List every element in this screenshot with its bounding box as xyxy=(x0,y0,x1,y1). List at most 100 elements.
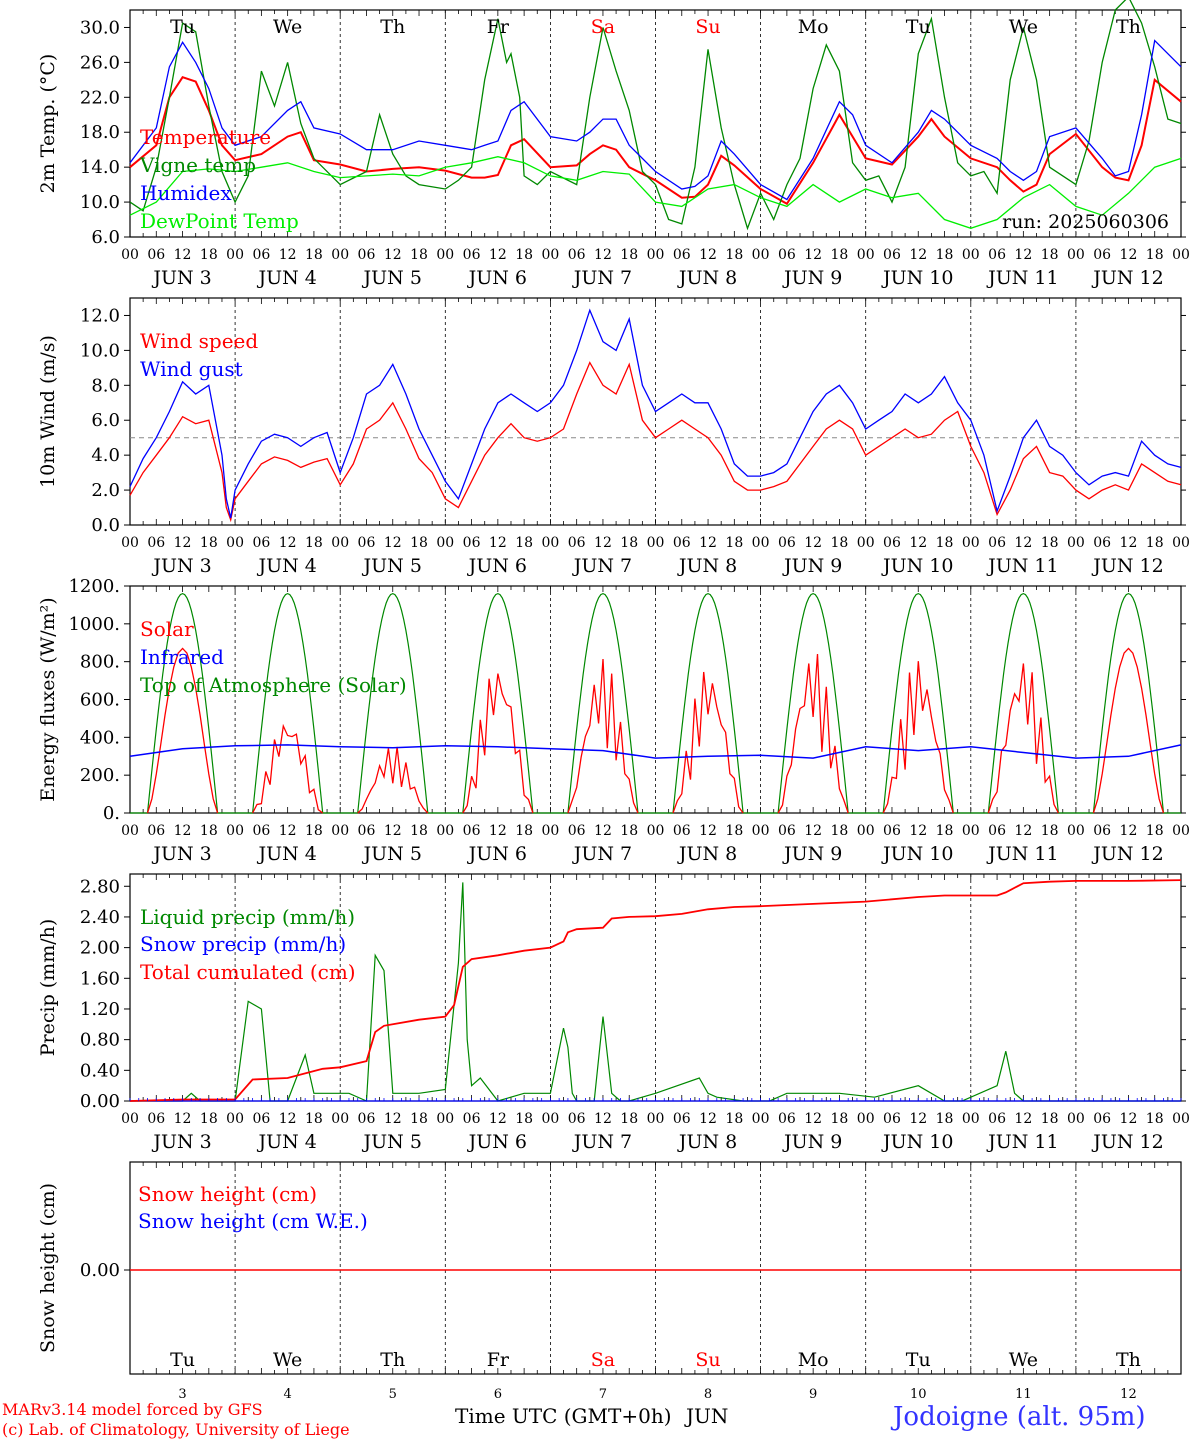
date-label: JUN 5 xyxy=(362,267,422,289)
y-axis-label: 10m Wind (m/s) xyxy=(37,335,59,488)
hour-tick-label: 12 xyxy=(279,823,297,839)
hour-tick-label: 00 xyxy=(226,247,244,263)
y-tick-label: 0.40 xyxy=(80,1060,120,1081)
hour-tick-label: 06 xyxy=(463,535,481,551)
series-toa-day-7 xyxy=(760,592,866,814)
hour-tick-label: 06 xyxy=(988,247,1006,263)
y-tick-label: 2.40 xyxy=(80,907,120,928)
y-tick-label: 1.20 xyxy=(80,999,120,1020)
hour-tick-label: 18 xyxy=(515,535,533,551)
hour-tick-label: 18 xyxy=(936,247,954,263)
y-tick-label: 800. xyxy=(80,652,120,673)
y-tick-label: 1.60 xyxy=(80,968,120,989)
credit-model: MARv3.14 model forced by GFS xyxy=(2,1400,263,1419)
y-tick-label: 6.0 xyxy=(91,410,120,431)
hour-tick-label: 12 xyxy=(699,247,717,263)
hour-tick-label: 06 xyxy=(463,247,481,263)
y-tick-label: 0.80 xyxy=(80,1030,120,1051)
y-tick-label: 30.0 xyxy=(80,17,120,38)
hour-tick-label: 00 xyxy=(647,535,665,551)
hour-tick-label: 18 xyxy=(410,823,428,839)
day-number-label: 10 xyxy=(910,1387,927,1402)
hour-tick-label: 12 xyxy=(909,1111,927,1127)
hour-tick-label: 12 xyxy=(384,823,402,839)
hour-tick-label: 06 xyxy=(988,535,1006,551)
hour-tick-label: 06 xyxy=(1093,823,1111,839)
y-tick-label: 26.0 xyxy=(80,52,120,73)
hour-tick-label: 12 xyxy=(1014,823,1032,839)
y-tick-label: 10.0 xyxy=(80,340,120,361)
date-label: JUN 5 xyxy=(362,555,422,577)
day-number-label: 11 xyxy=(1015,1387,1032,1402)
hour-tick-label: 00 xyxy=(752,247,770,263)
hour-tick-label: 12 xyxy=(594,247,612,263)
series-toa-day-5 xyxy=(550,592,656,814)
y-tick-label: 12.0 xyxy=(80,305,120,326)
legend-entry: Infrared xyxy=(140,645,224,669)
hour-tick-label: 18 xyxy=(305,535,323,551)
weekday-label-bottom: Th xyxy=(1116,1349,1141,1371)
series-liquid-precip-mm-h- xyxy=(130,882,1181,1102)
hour-tick-label: 00 xyxy=(121,823,139,839)
hour-tick-label: 12 xyxy=(489,1111,507,1127)
hour-tick-label: 06 xyxy=(778,535,796,551)
weekday-label-bottom: Th xyxy=(380,1349,405,1371)
date-label: JUN 9 xyxy=(782,1131,842,1153)
weekday-label-bottom: We xyxy=(1009,1349,1038,1371)
y-tick-label: 18.0 xyxy=(80,122,120,143)
hour-tick-label: 00 xyxy=(1172,535,1190,551)
date-label: JUN 3 xyxy=(151,843,211,865)
hour-tick-label: 18 xyxy=(831,823,849,839)
hour-tick-label: 06 xyxy=(673,247,691,263)
hour-tick-label: 00 xyxy=(541,823,559,839)
weekday-label: Fr xyxy=(487,16,510,38)
hour-tick-label: 12 xyxy=(804,535,822,551)
weekday-label: We xyxy=(1009,16,1038,38)
hour-tick-label: 18 xyxy=(515,1111,533,1127)
run-label: run: 2025060306 xyxy=(1002,211,1169,233)
y-tick-label: 0. xyxy=(103,803,120,824)
hour-tick-label: 00 xyxy=(226,823,244,839)
y-tick-label: 22.0 xyxy=(80,87,120,108)
weekday-label: Tu xyxy=(906,16,931,38)
date-label: JUN 7 xyxy=(572,1131,632,1153)
series-toa-day-3 xyxy=(340,592,446,814)
hour-tick-label: 18 xyxy=(831,247,849,263)
hour-tick-label: 06 xyxy=(568,535,586,551)
series-toa-day-8 xyxy=(865,592,971,814)
hour-tick-label: 18 xyxy=(725,823,743,839)
weekday-label: Sa xyxy=(591,16,615,38)
date-label: JUN 6 xyxy=(467,843,527,865)
y-tick-label: 1000. xyxy=(68,614,120,635)
legend-entry: Humidex xyxy=(140,181,232,205)
hour-tick-label: 18 xyxy=(305,247,323,263)
hour-tick-label: 18 xyxy=(831,1111,849,1127)
hour-tick-label: 06 xyxy=(463,823,481,839)
date-label: JUN 11 xyxy=(986,555,1058,577)
hour-tick-label: 18 xyxy=(1041,823,1059,839)
hour-tick-label: 12 xyxy=(174,1111,192,1127)
hour-tick-label: 06 xyxy=(358,247,376,263)
series-solar-day-6 xyxy=(672,671,744,814)
legend-entry: Liquid precip (mm/h) xyxy=(140,905,355,929)
hour-tick-label: 00 xyxy=(752,535,770,551)
hour-tick-label: 00 xyxy=(331,247,349,263)
series-dewpoint-temp xyxy=(129,156,1182,229)
hour-tick-label: 12 xyxy=(699,535,717,551)
series-wind-speed xyxy=(129,361,1182,523)
y-tick-label: 600. xyxy=(80,690,120,711)
legend-entry: Solar xyxy=(140,617,194,641)
hour-tick-label: 18 xyxy=(1041,247,1059,263)
series-total-cumulated-cm- xyxy=(129,879,1182,1102)
hour-tick-label: 00 xyxy=(1067,535,1085,551)
legend-entry: DewPoint Temp xyxy=(140,209,299,233)
date-label: JUN 9 xyxy=(782,555,842,577)
month-label: JUN xyxy=(686,1404,729,1428)
date-label: JUN 4 xyxy=(256,1131,316,1153)
date-label: JUN 3 xyxy=(151,267,211,289)
hour-tick-label: 00 xyxy=(541,247,559,263)
y-tick-label: 200. xyxy=(80,765,120,786)
hour-tick-label: 18 xyxy=(725,535,743,551)
hour-tick-label: 18 xyxy=(200,1111,218,1127)
hour-tick-label: 06 xyxy=(673,535,691,551)
